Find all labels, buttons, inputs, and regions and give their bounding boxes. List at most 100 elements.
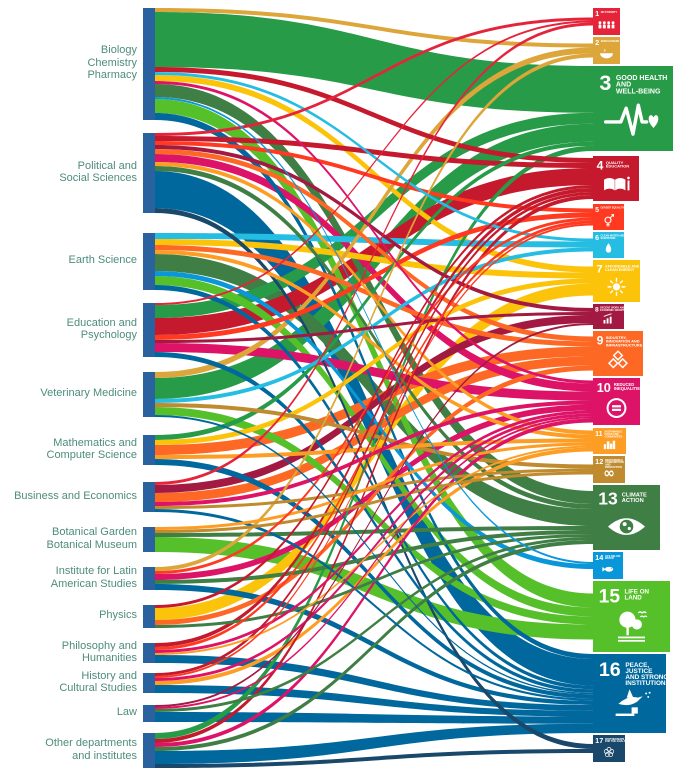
sdg-title-line: SUSTAINABLE [605, 431, 623, 434]
flow-ribbon-sdg13 [155, 540, 593, 751]
dept-node-9 [143, 605, 155, 628]
book-icon [604, 176, 630, 191]
flow-ribbon-sdg17 [155, 208, 593, 749]
sdg-title-line: GENDER EQUALITY [600, 207, 624, 210]
sdg-title-line: AND STRONG [625, 674, 668, 681]
dove-gavel-icon [615, 689, 651, 717]
people-icon [598, 21, 615, 29]
dept-label-11: History and Cultural Studies [0, 670, 137, 695]
flow-ribbon-sdg10 [155, 343, 593, 401]
sdg-number: 11 [595, 431, 603, 438]
flow-ribbon-sdg16 [155, 655, 593, 711]
flow-ribbon-sdg16 [155, 415, 593, 695]
sdg-title-line: AND [605, 464, 611, 467]
sdg-title-line: ZERO HUNGER [601, 40, 620, 43]
dept-label-line: Earth Science [68, 254, 137, 267]
gender-equality-icon [604, 214, 614, 227]
dept-label-line: Law [116, 706, 137, 719]
flow-ribbon-sdg2 [155, 53, 593, 571]
dept-label-line: Political and [77, 159, 137, 172]
sdg-tile-rect-12 [593, 456, 625, 483]
sdg-number: 12 [595, 457, 603, 466]
rings-icon [603, 747, 615, 757]
dept-label-line: Pharmacy [87, 69, 137, 82]
dept-label-line: Social Sciences [59, 172, 137, 184]
dept-label-2: Earth Science [0, 254, 137, 267]
flow-ribbon-sdg3 [155, 145, 593, 739]
sdg-tile-rect-13 [593, 485, 660, 550]
flow-ribbon-sdg4 [155, 168, 593, 335]
flow-ribbon-sdg9 [155, 149, 593, 342]
sdg-title-line: NO POVERTY [601, 11, 618, 14]
dept-node-2 [143, 233, 155, 290]
sdg-title-line: INEQUALITIES [614, 386, 643, 391]
dept-label-13: Other departments and institutes [0, 737, 137, 762]
sdg-title-line: EDUCATION [606, 164, 629, 169]
dept-label-line: Botanical Museum [46, 538, 138, 551]
sdg-title-line: REDUCED [614, 382, 634, 387]
dept-label-line: Cultural Studies [59, 682, 137, 694]
flow-ribbon-sdg10 [155, 416, 593, 709]
sdg-title-line: AND [616, 82, 631, 89]
sdg-title-line: SANITATION [600, 237, 615, 240]
flow-ribbon-sdg1 [155, 22, 593, 485]
flow-ribbon-sdg1 [155, 17, 593, 136]
sdg-title-line: AFFORDABLE AND [605, 264, 640, 268]
cubes-icon [607, 350, 629, 369]
dept-label-line: Institute for Latin [55, 565, 137, 577]
dept-label-line: Other departments [45, 737, 137, 749]
dept-node-4 [143, 372, 155, 417]
sdg-title-line: FOR THE GOALS [605, 740, 626, 743]
sdg-title-line: COMMUNITIES [605, 435, 623, 438]
sdg-title-line: WATER [605, 557, 614, 560]
flow-ribbon-sdg16 [155, 352, 593, 693]
flow-ribbon-sdg16 [155, 113, 593, 659]
flow-ribbon-sdg8 [155, 145, 593, 312]
flow-ribbon-sdg10 [155, 410, 593, 653]
sdg-number: 8 [595, 307, 599, 314]
dept-label-line: Chemistry [87, 56, 137, 69]
dept-node-11 [143, 673, 155, 693]
sdg-number: 2 [595, 38, 599, 47]
dept-node-1 [143, 133, 155, 213]
flow-ribbon-sdg14 [155, 97, 593, 564]
flow-ribbon-sdg9 [155, 356, 593, 502]
sdg-title-line: INFRASTRUCTURE [606, 342, 643, 347]
dept-label-line: Philosophy and [61, 639, 137, 652]
flow-ribbon-sdg11 [155, 445, 593, 655]
flow-ribbon-sdg6 [155, 72, 593, 242]
flow-ribbon-sdg7 [155, 278, 593, 445]
sdg-number: 7 [596, 264, 602, 276]
dept-label-line: Veterinary Medicine [40, 387, 137, 400]
flow-ribbon-sdg17 [155, 749, 593, 768]
flow-ribbon-sdg16 [155, 509, 593, 701]
flow-ribbon-sdg16 [155, 459, 593, 699]
dept-node-13 [143, 733, 155, 768]
sdg-title-line: INDUSTRY, [606, 335, 627, 340]
dept-node-0 [143, 8, 155, 120]
sdg-number: 6 [595, 235, 599, 242]
flow-ribbon-sdg13 [155, 530, 593, 584]
sdg-number: 10 [597, 381, 611, 395]
equality-circle-icon [606, 398, 627, 419]
sdg-title-line: WELL-BEING [616, 88, 661, 95]
flow-ribbon-sdg10 [155, 81, 593, 384]
sdg-title-line: DECENT WORK AND [600, 307, 625, 310]
flow-ribbon-sdg16 [155, 712, 593, 724]
flow-ribbon-sdg11 [155, 447, 593, 685]
dept-label-10: Philosophy and Humanities [0, 640, 137, 665]
dept-label-5: Mathematics and Computer Science [0, 437, 138, 462]
flow-ribbon-sdg10 [155, 413, 593, 681]
dept-label-line: American Studies [50, 577, 137, 590]
sdg-title-line: LIFE BELOW [605, 555, 621, 558]
sdg-title-line: CLEAN ENERGY [605, 268, 635, 272]
flow-ribbon-sdg10 [155, 400, 593, 506]
sdg-number: 13 [598, 489, 618, 509]
sdg-title-line: PRODUCTION [605, 466, 622, 469]
sdg-number: 1 [595, 9, 599, 18]
water-drop-icon [605, 243, 612, 253]
